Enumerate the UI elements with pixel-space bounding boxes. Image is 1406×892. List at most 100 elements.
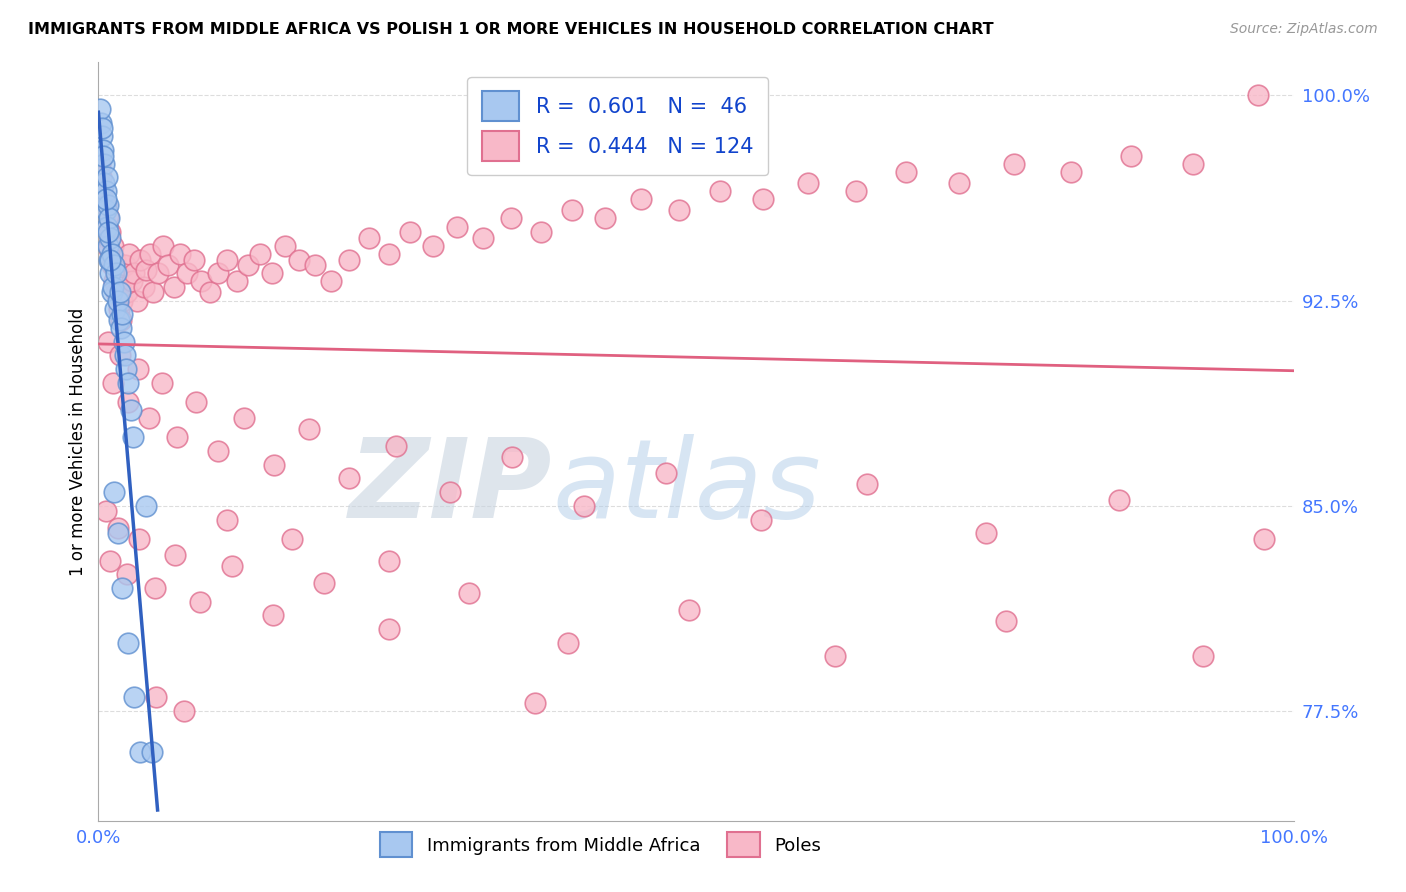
Point [169, 247, 191, 261]
Point [115, 362, 138, 376]
Point [112, 334, 135, 349]
Point [752, 192, 775, 206]
Point [1060, 165, 1083, 179]
Point [117, 376, 139, 390]
Point [183, 252, 205, 267]
Point [288, 252, 311, 267]
Point [124, 266, 146, 280]
Point [100, 258, 122, 272]
Point [378, 622, 401, 636]
Point [135, 263, 157, 277]
Point [198, 285, 221, 300]
Point [125, 293, 148, 308]
Point [207, 266, 229, 280]
Point [1108, 493, 1130, 508]
Point [207, 444, 229, 458]
Point [91, 184, 114, 198]
Point [98, 266, 122, 280]
Point [152, 239, 174, 253]
Point [91, 129, 114, 144]
Point [399, 225, 422, 239]
Point [226, 274, 249, 288]
Point [103, 258, 125, 272]
Point [856, 477, 879, 491]
Point [98, 252, 122, 267]
Point [114, 348, 136, 362]
Point [132, 280, 155, 294]
Point [139, 247, 162, 261]
Point [298, 422, 321, 436]
Point [104, 252, 127, 267]
Point [156, 258, 179, 272]
Point [111, 581, 134, 595]
Point [103, 274, 125, 288]
Point [357, 230, 380, 244]
Point [121, 274, 143, 288]
Point [188, 595, 211, 609]
Point [142, 285, 165, 300]
Point [107, 526, 129, 541]
Text: atlas: atlas [553, 434, 821, 541]
Point [523, 696, 546, 710]
Point [127, 362, 149, 376]
Point [107, 521, 129, 535]
Point [141, 745, 163, 759]
Point [593, 211, 616, 226]
Point [98, 252, 121, 267]
Point [111, 307, 134, 321]
Point [561, 203, 583, 218]
Point [797, 176, 820, 190]
Point [90, 116, 112, 130]
Point [501, 450, 523, 464]
Point [97, 239, 120, 253]
Point [107, 293, 129, 308]
Point [378, 247, 401, 261]
Point [114, 258, 136, 272]
Point [107, 301, 129, 316]
Point [472, 230, 495, 244]
Point [110, 312, 132, 326]
Point [93, 203, 115, 218]
Point [108, 285, 131, 300]
Point [101, 239, 124, 253]
Point [118, 247, 141, 261]
Point [678, 603, 700, 617]
Point [976, 526, 998, 541]
Point [129, 745, 152, 759]
Point [339, 252, 361, 267]
Point [103, 485, 125, 500]
Point [98, 211, 121, 226]
Point [572, 499, 595, 513]
Point [91, 192, 114, 206]
Point [111, 293, 134, 308]
Point [446, 219, 468, 234]
Point [262, 608, 284, 623]
Point [824, 649, 846, 664]
Point [105, 285, 128, 300]
Point [749, 512, 772, 526]
Point [173, 704, 195, 718]
Point [96, 219, 118, 234]
Point [233, 411, 256, 425]
Point [314, 575, 336, 590]
Point [321, 274, 343, 288]
Point [281, 532, 304, 546]
Point [117, 395, 139, 409]
Point [236, 258, 259, 272]
Point [422, 239, 444, 253]
Point [108, 280, 131, 294]
Point [93, 211, 115, 226]
Point [557, 636, 579, 650]
Point [249, 247, 271, 261]
Point [91, 148, 114, 162]
Point [101, 376, 124, 390]
Text: IMMIGRANTS FROM MIDDLE AFRICA VS POLISH 1 OR MORE VEHICLES IN HOUSEHOLD CORRELAT: IMMIGRANTS FROM MIDDLE AFRICA VS POLISH … [28, 22, 994, 37]
Point [385, 439, 408, 453]
Text: ZIP: ZIP [349, 434, 553, 541]
Point [217, 252, 239, 267]
Point [339, 471, 361, 485]
Point [107, 266, 129, 280]
Point [458, 586, 481, 600]
Point [138, 411, 160, 425]
Point [105, 266, 128, 280]
